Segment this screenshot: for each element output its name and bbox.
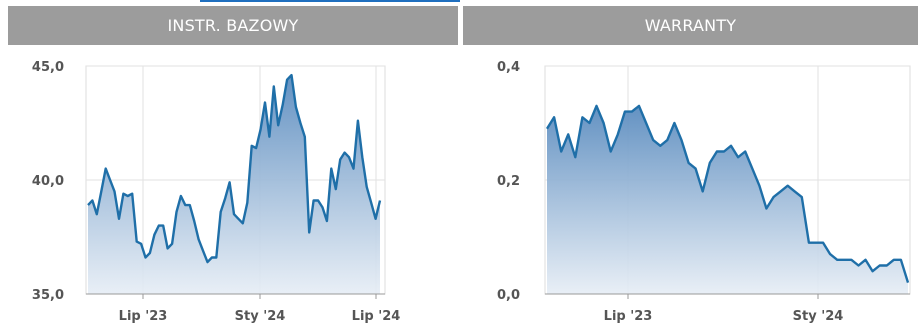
series-line	[545, 104, 910, 283]
y-tick-label: 45,0	[32, 60, 64, 75]
underlying-panel: INSTR. BAZOWY	[8, 6, 458, 322]
x-tick-label: Sty '24	[793, 309, 844, 324]
y-tick-label: 40,0	[32, 174, 64, 189]
header-accent-line	[200, 0, 460, 2]
x-tick-label: Sty '24	[235, 309, 286, 324]
y-tick-label: 0,0	[497, 288, 520, 303]
series-area	[88, 75, 380, 294]
x-tick-label: Lip '23	[604, 309, 653, 324]
panel-title-underlying[interactable]: INSTR. BAZOWY	[8, 6, 458, 45]
y-tick-label: 0,4	[497, 60, 520, 75]
y-tick-label: 0,2	[497, 174, 520, 189]
warrants-panel: WARRANTY	[463, 6, 918, 322]
y-tick-label: 35,0	[32, 288, 64, 303]
series-line	[87, 73, 382, 264]
x-tick-label: Lip '24	[352, 309, 401, 324]
panel-title-warrants[interactable]: WARRANTY	[463, 6, 918, 45]
x-tick-label: Lip '23	[119, 309, 168, 324]
series-area	[547, 105, 908, 295]
